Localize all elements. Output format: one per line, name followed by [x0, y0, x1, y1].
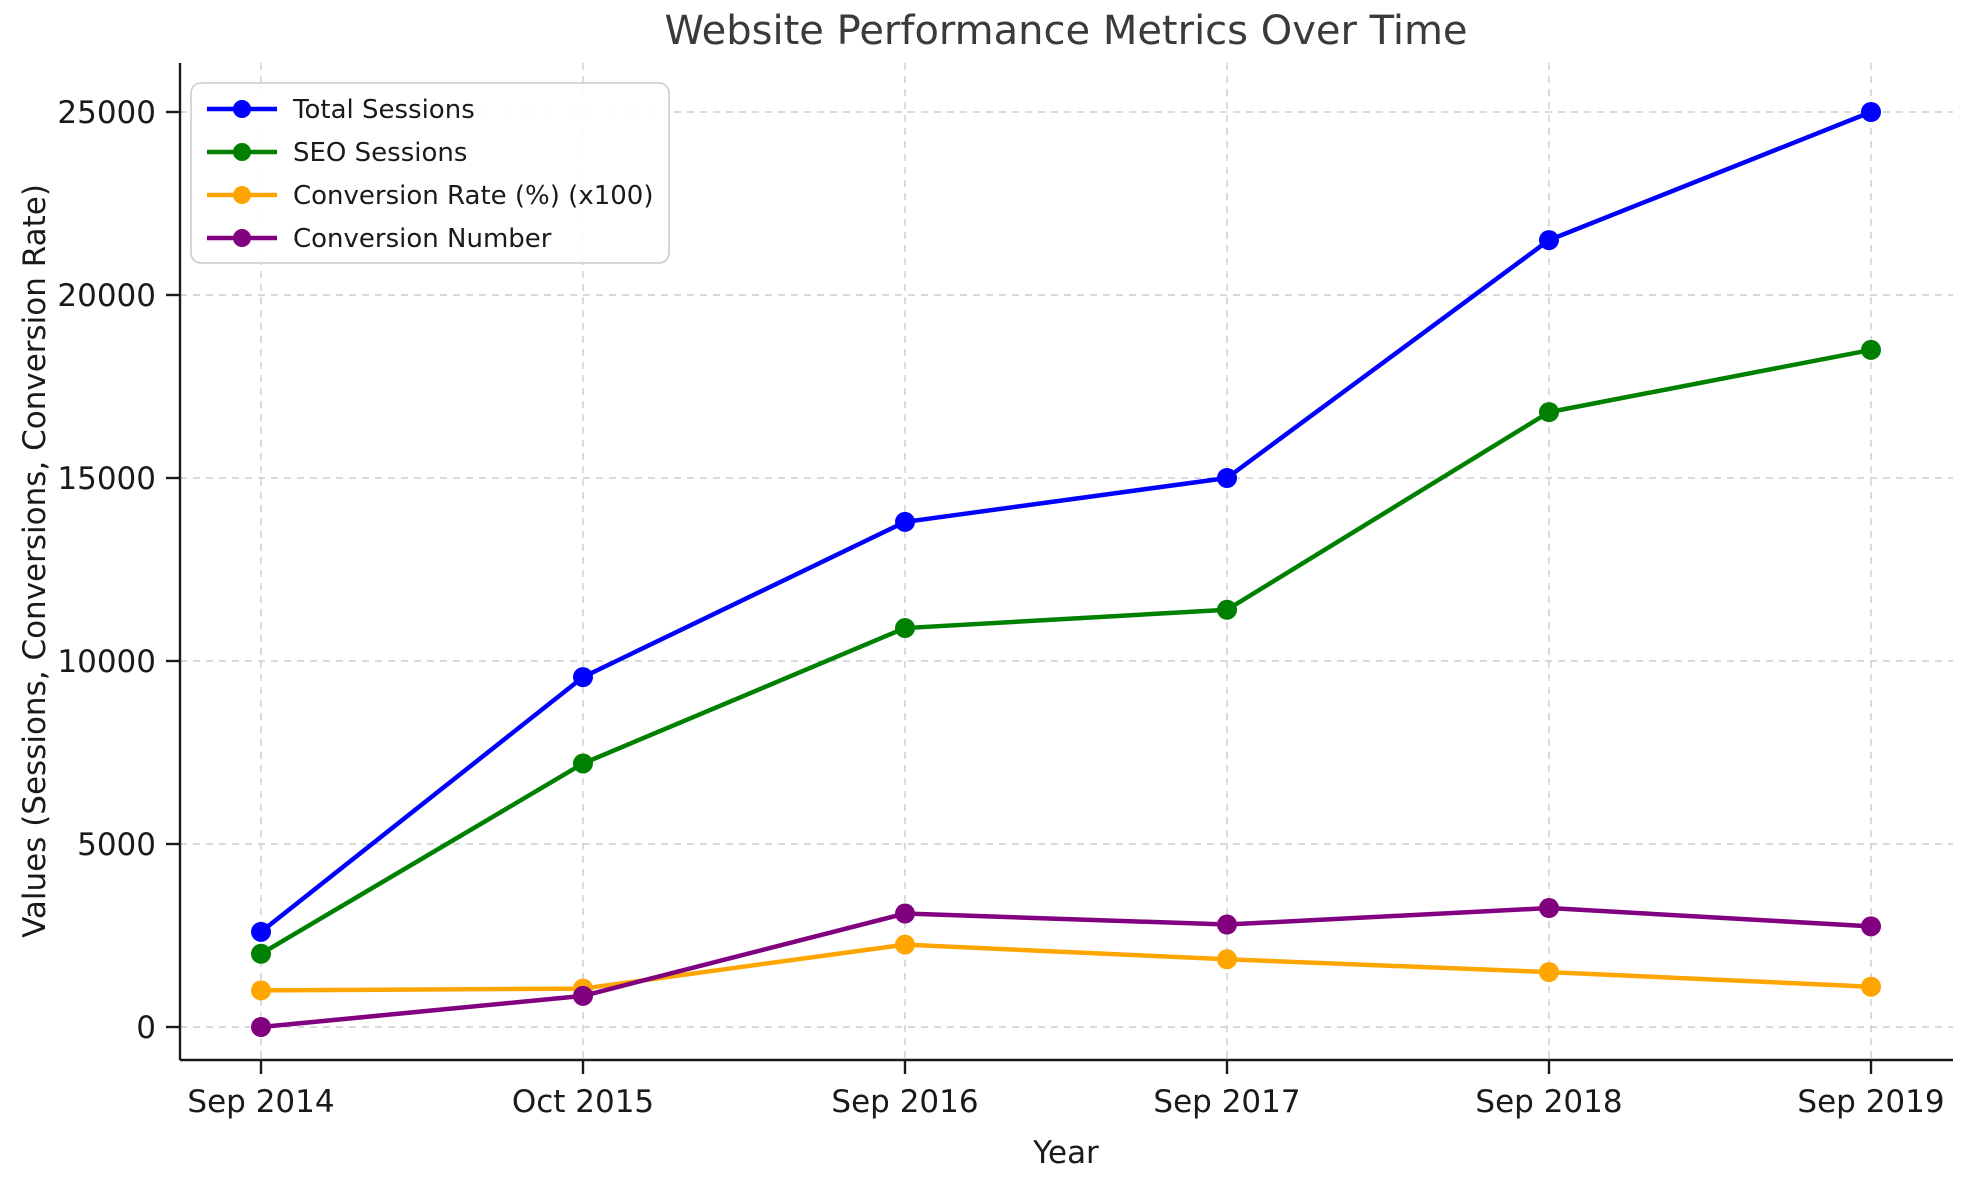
data-series — [251, 102, 1881, 1037]
series-line-conversion-rate-x100 — [258, 942, 1874, 993]
data-point-seo-sessions — [573, 753, 593, 774]
y-tick-label: 0 — [136, 1010, 156, 1046]
data-point-total-sessions — [895, 511, 915, 532]
x-tick-label: Oct 2015 — [512, 1084, 654, 1120]
y-axis-label: Values (Sessions, Conversions, Conversio… — [17, 184, 53, 938]
data-point-total-sessions — [1539, 230, 1559, 251]
series-line-conversion-number — [258, 905, 1874, 1030]
legend: Total Sessions SEO Sessions Conversion Rat… — [190, 82, 670, 264]
data-point-seo-sessions — [251, 943, 271, 964]
chart-title: Website Performance Metrics Over Time — [664, 8, 1467, 54]
legend-label-conversion-number: Conversion Number — [293, 224, 552, 254]
legend-marker-conversion-rate-x100 — [233, 186, 251, 204]
legend-label-seo-sessions: SEO Sessions — [293, 138, 467, 168]
data-point-conversion-rate-x100 — [1539, 962, 1559, 983]
data-point-total-sessions — [573, 667, 593, 688]
x-tick-label: Sep 2016 — [831, 1084, 978, 1120]
axes: 0 5000 10000 15000 20000 25000 Sep 2014 Oct 201… — [57, 63, 1953, 1120]
data-point-conversion-number — [1539, 898, 1559, 919]
y-tick-label: 20000 — [57, 278, 156, 314]
gridlines — [180, 63, 1953, 1060]
legend-label-conversion-rate-x100: Conversion Rate (%) (x100) — [293, 181, 653, 211]
x-tick-label: Sep 2019 — [1797, 1084, 1944, 1120]
data-point-seo-sessions — [1539, 402, 1559, 423]
legend-label-total-sessions: Total Sessions — [292, 95, 475, 125]
data-point-total-sessions — [1861, 102, 1881, 122]
y-tick-label: 10000 — [57, 644, 156, 680]
data-point-conversion-number — [895, 903, 915, 924]
legend-box — [190, 82, 670, 264]
y-tick-label: 25000 — [57, 95, 156, 131]
y-tick-label: 5000 — [77, 827, 156, 863]
legend-marker-conversion-number — [233, 229, 251, 247]
data-point-conversion-number — [573, 985, 593, 1006]
data-point-conversion-rate-x100 — [251, 980, 271, 1001]
x-axis-label: Year — [1032, 1135, 1099, 1171]
legend-marker-total-sessions — [233, 100, 251, 118]
data-point-conversion-number — [1217, 914, 1237, 935]
data-point-total-sessions — [251, 921, 271, 942]
data-point-seo-sessions — [1861, 339, 1881, 360]
legend-marker-seo-sessions — [233, 143, 251, 161]
data-point-conversion-number — [251, 1017, 271, 1037]
data-point-conversion-number — [1861, 916, 1881, 937]
x-tick-label: Sep 2017 — [1153, 1084, 1300, 1120]
data-point-conversion-rate-x100 — [1217, 949, 1237, 970]
data-point-conversion-rate-x100 — [895, 934, 915, 955]
data-point-seo-sessions — [895, 618, 915, 639]
data-point-total-sessions — [1217, 468, 1237, 488]
data-point-seo-sessions — [1217, 599, 1237, 620]
series-line-seo-sessions — [258, 347, 1874, 957]
data-point-conversion-rate-x100 — [1861, 976, 1881, 997]
y-tick-label: 15000 — [57, 461, 156, 497]
x-tick-label: Sep 2014 — [187, 1084, 334, 1120]
x-tick-label: Sep 2018 — [1475, 1084, 1622, 1120]
series-line-total-sessions — [258, 109, 1874, 935]
